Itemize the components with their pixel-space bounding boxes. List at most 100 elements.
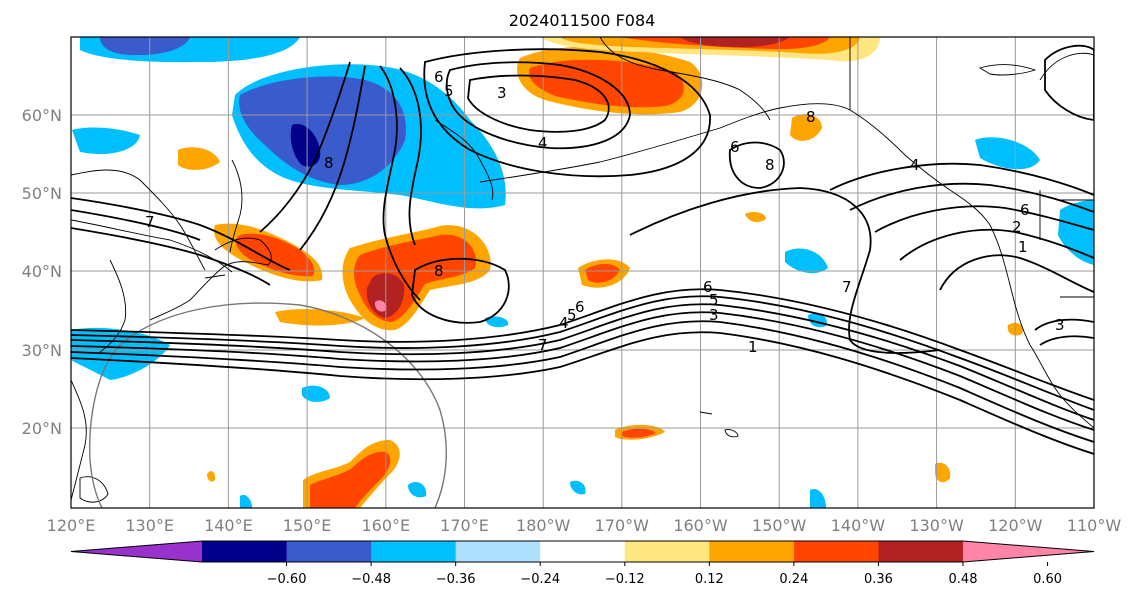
colorbar-tick-label: −0.48 — [351, 572, 391, 587]
range-circle — [119, 302, 448, 508]
contour-label: 4 — [559, 314, 569, 332]
negative-anomaly-deep — [290, 124, 321, 167]
colorbar-tick-label: 0.48 — [949, 572, 978, 587]
positive-anomaly-central-peak — [374, 300, 387, 312]
lat-label: 40°N — [22, 262, 62, 281]
lon-label: 130°W — [909, 516, 964, 535]
positive-anomaly-mid-east-core — [585, 264, 620, 283]
positive-anomaly-spot-1 — [178, 147, 220, 170]
negative-anomaly-spot-7 — [810, 489, 826, 508]
latitude-labels: 60°N 50°N 40°N 30°N 20°N — [22, 106, 62, 438]
lon-label: 130°E — [125, 516, 174, 535]
lat-label: 20°N — [22, 419, 62, 438]
contour-label: 2 — [1012, 218, 1022, 236]
range-circle-west — [89, 344, 121, 508]
negative-anomaly-spot-6 — [570, 480, 586, 495]
contour-label: 1 — [748, 338, 758, 356]
contour-label: 6 — [434, 68, 444, 86]
colorbar-segment — [709, 541, 795, 562]
contour-label: 5 — [709, 291, 719, 309]
negative-anomaly-spot-5 — [485, 316, 509, 328]
figure-title: 2024011500 F084 — [509, 11, 656, 30]
negative-anomaly-top-core — [100, 37, 190, 56]
lon-label: 120°E — [47, 516, 96, 535]
lon-label: 140°W — [831, 516, 886, 535]
contour-label: 4 — [538, 134, 548, 152]
negative-anomaly-east — [1058, 200, 1094, 265]
map-frame — [70, 36, 1095, 509]
longitude-labels: 120°E 130°E 140°E 150°E 160°E 170°E 180°… — [47, 516, 1122, 535]
colorbar-segment — [878, 541, 964, 562]
lon-label: 110°W — [1067, 516, 1122, 535]
lon-label: 160°E — [361, 516, 410, 535]
colorbar: −0.60 −0.48 −0.36 −0.24 −0.12 0.12 0.24 0.36 0.4… — [70, 540, 1095, 587]
lon-label: 160°W — [673, 516, 728, 535]
contour-label: 8 — [806, 108, 816, 126]
positive-anomaly-strip — [275, 309, 365, 326]
colorbar-tick-label: −0.12 — [605, 572, 645, 587]
positive-anomaly-spot-4 — [622, 428, 656, 438]
colorbar-outline — [70, 540, 1095, 563]
lon-label: 180°W — [516, 516, 571, 535]
contour-label: 3 — [1055, 316, 1065, 334]
negative-anomaly-core — [239, 76, 406, 185]
colorbar-segment — [202, 541, 288, 562]
positive-anomaly-spot-7 — [207, 471, 216, 482]
map-panel: 6 5 3 4 8 8 6 8 7 8 6 5 4 7 6 5 3 1 7 4 … — [71, 37, 1094, 508]
colorbar-tick-label: 0.36 — [864, 572, 893, 587]
lon-label: 170°E — [440, 516, 489, 535]
positive-anomaly-spot-2 — [745, 211, 766, 223]
negative-anomaly-spot-3 — [408, 482, 427, 498]
contour-label: 8 — [434, 262, 444, 280]
contour-label: 1 — [1018, 238, 1028, 256]
colorbar-segment — [455, 541, 541, 562]
positive-anomaly-top-band-max — [680, 37, 790, 48]
colorbar-tick-label: −0.24 — [520, 572, 560, 587]
colorbar-segment — [793, 541, 879, 562]
negative-anomaly-west — [72, 127, 140, 155]
negative-anomaly-spot-8 — [240, 494, 252, 508]
contour-label: 3 — [497, 84, 507, 102]
positive-anomaly-north-core — [529, 59, 684, 108]
colorbar-tick-label: −0.36 — [436, 572, 476, 587]
lon-label: 150°W — [752, 516, 807, 535]
lat-label: 60°N — [22, 106, 62, 125]
contour-label-group: 6 5 3 4 8 8 6 8 7 8 6 5 4 7 6 5 3 1 7 4 … — [145, 68, 1065, 356]
colorbar-extend-high — [963, 541, 1094, 562]
contour-label: 3 — [709, 306, 719, 324]
lon-label: 150°E — [283, 516, 332, 535]
contour-label: 7 — [145, 213, 155, 231]
positive-anomaly-south-core — [310, 451, 391, 508]
contour-lines — [71, 44, 1094, 455]
colorbar-segment — [286, 541, 372, 562]
lon-label: 120°W — [988, 516, 1043, 535]
colorbar-segment — [371, 541, 457, 562]
colorbar-extend-low — [71, 541, 202, 562]
positive-anomaly-gulf — [790, 114, 822, 141]
negative-anomaly-northeast — [975, 137, 1040, 170]
contour-label: 7 — [842, 278, 852, 296]
contour-label: 8 — [765, 156, 775, 174]
colorbar-segment — [540, 541, 626, 562]
contour-label: 6 — [575, 298, 585, 316]
lat-label: 30°N — [22, 341, 62, 360]
colorbar-tick-label: 0.60 — [1033, 572, 1062, 587]
colorbar-segment — [624, 541, 710, 562]
contour-label: 6 — [703, 278, 713, 296]
negative-anomaly-spot-2 — [302, 385, 330, 402]
lon-label: 140°E — [204, 516, 253, 535]
contour-label: 5 — [567, 306, 577, 324]
lat-label: 50°N — [22, 184, 62, 203]
lon-label: 170°W — [595, 516, 650, 535]
contour-label: 7 — [538, 336, 548, 354]
colorbar-tick-label: 0.12 — [695, 572, 724, 587]
contour-label: 6 — [1020, 201, 1030, 219]
positive-anomaly-spot-5 — [934, 462, 951, 483]
contour-label: 4 — [910, 156, 920, 174]
positive-anomaly-band-west-core — [235, 233, 315, 277]
colorbar-tick-label: 0.24 — [779, 572, 808, 587]
colorbar-tick-label: −0.60 — [267, 572, 307, 587]
contour-label: 8 — [324, 154, 334, 172]
contour-label: 5 — [444, 82, 454, 100]
